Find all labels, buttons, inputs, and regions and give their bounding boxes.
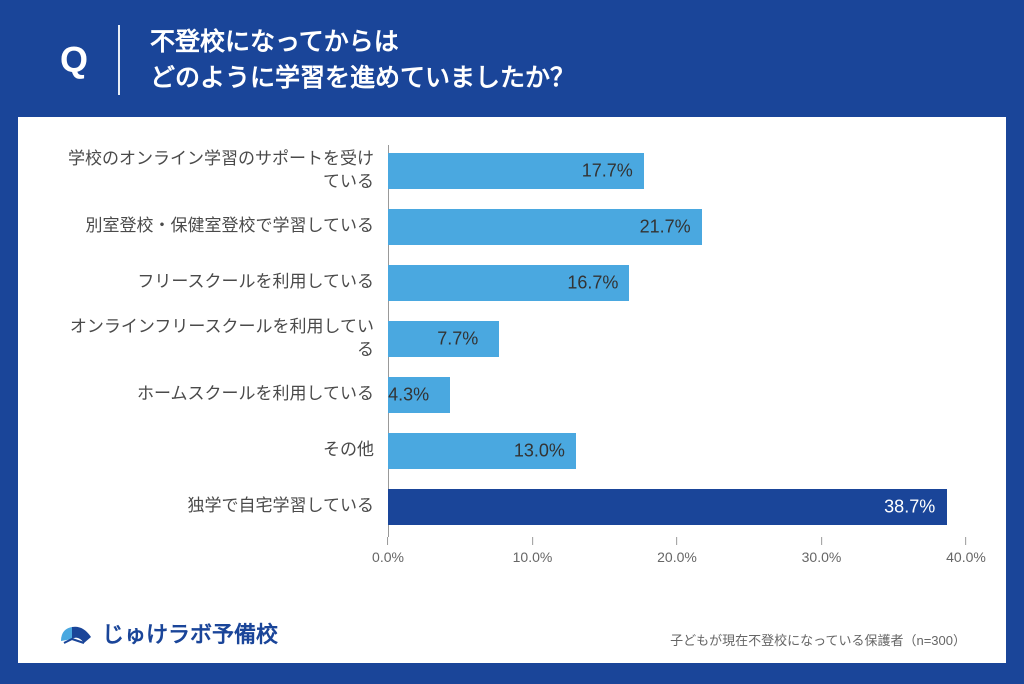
- value-label: 16.7%: [567, 272, 618, 293]
- x-tick: 20.0%: [657, 537, 697, 565]
- chart-footer: じゅけラボ予備校 子どもが現在不登校になっている保護者（n=300）: [58, 617, 966, 649]
- value-label: 13.0%: [514, 440, 565, 461]
- category-label: ホームスクールを利用している: [58, 383, 388, 405]
- category-label: フリースクールを利用している: [58, 271, 388, 293]
- value-label: 7.7%: [437, 328, 478, 349]
- x-tick: 30.0%: [802, 537, 842, 565]
- x-tick: 40.0%: [946, 537, 986, 565]
- header: Q 不登校になってからは どのように学習を進めていましたか？: [0, 0, 1024, 117]
- x-tick-label: 10.0%: [513, 549, 553, 565]
- logo-text: じゅけラボ予備校: [102, 617, 278, 649]
- chart-row: その他 13.0%: [58, 425, 966, 477]
- category-label: 独学で自宅学習している: [58, 495, 388, 517]
- bar-plot-cell: 16.7%: [388, 257, 966, 309]
- chart-row: ホームスクールを利用している4.3%: [58, 369, 966, 421]
- x-tick-label: 30.0%: [802, 549, 842, 565]
- bar-plot-cell: 13.0%: [388, 425, 966, 477]
- category-label: 学校のオンライン学習のサポートを受けている: [58, 148, 388, 192]
- tick-line: [965, 537, 966, 545]
- bar-plot-cell: 7.7%: [388, 313, 966, 365]
- bar-highlight: [388, 489, 947, 525]
- question-line1: 不登校になってからは: [150, 24, 575, 60]
- tick-line: [676, 537, 677, 545]
- x-tick-label: 20.0%: [657, 549, 697, 565]
- chart-area: 学校のオンライン学習のサポートを受けている 17.7% 別室登校・保健室登校で学習し…: [58, 145, 966, 565]
- category-label: 別室登校・保健室登校で学習している: [58, 215, 388, 237]
- chart-row: オンラインフリースクールを利用している 7.7%: [58, 313, 966, 365]
- logo: じゅけラボ予備校: [58, 617, 278, 649]
- sample-note: 子どもが現在不登校になっている保護者（n=300）: [670, 630, 966, 649]
- category-label: オンラインフリースクールを利用している: [58, 316, 388, 360]
- value-label: 17.7%: [582, 160, 633, 181]
- value-label: 38.7%: [884, 496, 935, 517]
- tick-line: [821, 537, 822, 545]
- x-tick-label: 40.0%: [946, 549, 986, 565]
- x-tick: 10.0%: [513, 537, 553, 565]
- header-divider: [118, 25, 120, 95]
- bar-plot-cell: 21.7%: [388, 201, 966, 253]
- value-label: 4.3%: [388, 384, 429, 405]
- bar-plot-cell: 4.3%: [388, 369, 966, 421]
- x-tick: 0.0%: [372, 537, 404, 565]
- chart-row: 学校のオンライン学習のサポートを受けている 17.7%: [58, 145, 966, 197]
- value-label: 21.7%: [640, 216, 691, 237]
- question-marker: Q: [60, 39, 88, 81]
- x-tick-label: 0.0%: [372, 549, 404, 565]
- question-text: 不登校になってからは どのように学習を進めていましたか？: [150, 24, 575, 97]
- bar-plot-cell: 17.7%: [388, 145, 966, 197]
- tick-line: [532, 537, 533, 545]
- bar-plot-cell: 38.7%: [388, 481, 966, 533]
- chart-row: 別室登校・保健室登校で学習している 21.7%: [58, 201, 966, 253]
- chart-row: フリースクールを利用している 16.7%: [58, 257, 966, 309]
- x-axis: 0.0%10.0%20.0%30.0%40.0%: [58, 537, 966, 567]
- chart-row: 独学で自宅学習している 38.7%: [58, 481, 966, 533]
- logo-icon: [58, 617, 94, 649]
- chart-panel: 学校のオンライン学習のサポートを受けている 17.7% 別室登校・保健室登校で学習し…: [18, 117, 1006, 663]
- category-label: その他: [58, 439, 388, 461]
- tick-line: [387, 537, 388, 545]
- question-line2: どのように学習を進めていましたか？: [150, 60, 575, 96]
